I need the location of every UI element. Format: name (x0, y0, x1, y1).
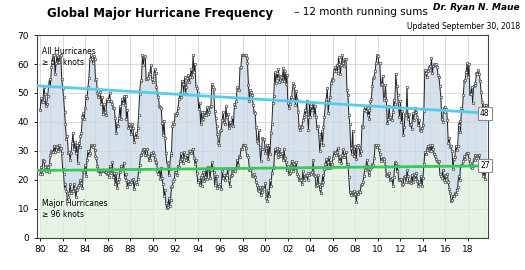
Text: Major Hurricanes
≥ 96 knots: Major Hurricanes ≥ 96 knots (43, 198, 108, 219)
Text: Global Major Hurricane Frequency: Global Major Hurricane Frequency (47, 7, 274, 20)
Text: Updated September 30, 2018: Updated September 30, 2018 (407, 22, 520, 31)
Text: – 12 month running sums: – 12 month running sums (291, 7, 428, 17)
Text: All Hurricanes
≥ 64 knots: All Hurricanes ≥ 64 knots (43, 47, 96, 67)
Text: 48: 48 (480, 109, 490, 118)
Text: Dr. Ryan N. Maue: Dr. Ryan N. Maue (433, 3, 520, 12)
Text: 27: 27 (480, 161, 490, 170)
